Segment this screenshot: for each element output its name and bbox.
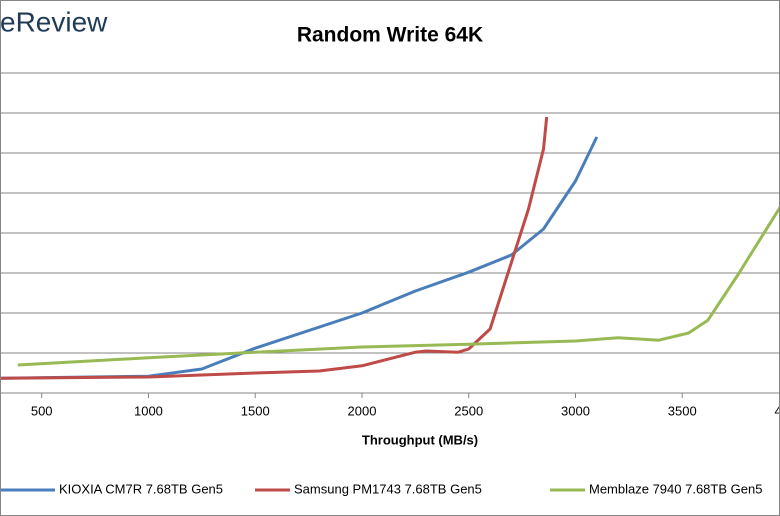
x-tick-label: 1500 xyxy=(241,403,270,418)
grid: 500 1000 1500 2000 2500 3000 3500 4000 xyxy=(0,72,780,418)
legend-label: Memblaze 7940 7.68TB Gen5 xyxy=(589,481,762,496)
x-tick-label: 3500 xyxy=(668,403,697,418)
x-axis-title: Throughput (MB/s) xyxy=(362,432,478,447)
x-tick-label: 1000 xyxy=(134,403,163,418)
series-line xyxy=(17,204,780,367)
x-tick-label: 2500 xyxy=(454,403,483,418)
watermark: eReview xyxy=(0,6,108,37)
plot xyxy=(1,116,780,380)
x-tick-label: 500 xyxy=(31,403,53,418)
legend-label: KIOXIA CM7R 7.68TB Gen5 xyxy=(59,481,223,496)
chart-title: Random Write 64K xyxy=(297,24,483,47)
series-line xyxy=(1,116,549,380)
legend: KIOXIA CM7R 7.68TB Gen5 Samsung PM1743 7.… xyxy=(0,481,762,496)
x-tick-label: 3000 xyxy=(561,403,590,418)
series-line xyxy=(1,136,599,380)
x-tick-label: 4000 xyxy=(775,403,780,418)
legend-label: Samsung PM1743 7.68TB Gen5 xyxy=(294,481,482,496)
x-tick-label: 2000 xyxy=(348,403,377,418)
